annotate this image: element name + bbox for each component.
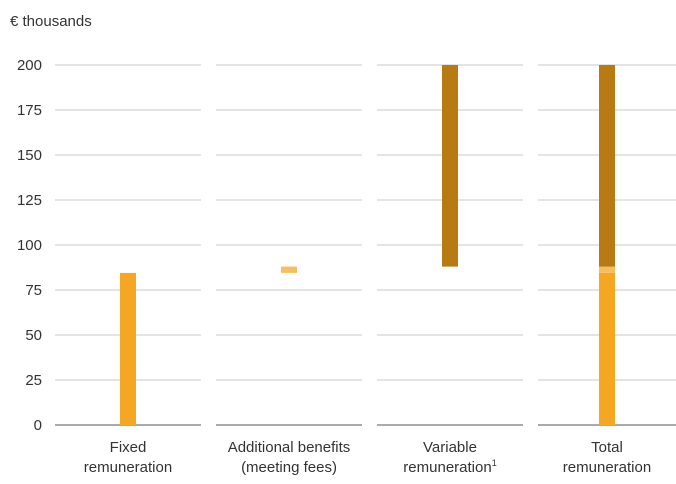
y-tick-label: 200 [17, 57, 42, 74]
y-tick-label: 0 [34, 417, 42, 434]
category-label-line2: remuneration [84, 459, 172, 476]
y-tick-label: 175 [17, 102, 42, 119]
y-axis-ticks: 0 25 50 75 100 125 150 175 200 [17, 57, 42, 434]
y-tick-label: 125 [17, 192, 42, 209]
category-label-line1: Fixed [110, 439, 147, 456]
category-label-line2: remuneration [563, 459, 651, 476]
category-label-line1: Total [591, 439, 623, 456]
bar-segment [281, 266, 297, 273]
bar-segment [442, 65, 458, 267]
category-labels: Fixed remuneration Additional benefits (mee… [84, 439, 651, 476]
category-label-line1: Additional benefits [228, 439, 351, 456]
gridlines [55, 64, 676, 426]
y-tick-label: 150 [17, 147, 42, 164]
y-tick-label: 50 [25, 327, 42, 344]
y-tick-label: 25 [25, 372, 42, 389]
category-label-line2: remuneration1 [403, 458, 496, 476]
bar-segment [599, 65, 615, 267]
y-axis-unit-label: € thousands [10, 13, 92, 30]
bar-segment [120, 272, 136, 425]
y-tick-label: 100 [17, 237, 42, 254]
bar-segment [599, 272, 615, 425]
category-label-line1: Variable [423, 439, 477, 456]
bar-segment [599, 266, 615, 273]
bars [120, 65, 615, 425]
y-tick-label: 75 [25, 282, 42, 299]
category-label-line2: (meeting fees) [241, 459, 337, 476]
footnote-marker: 1 [492, 458, 497, 468]
